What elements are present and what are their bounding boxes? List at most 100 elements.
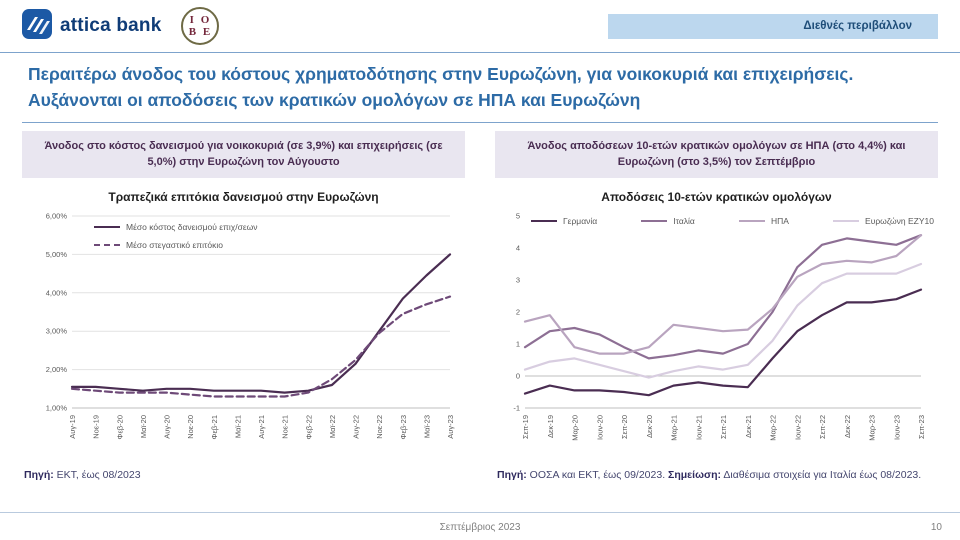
x-tick-label: Νοε-22 [375,415,384,439]
legend-label: Ιταλία [673,216,695,226]
y-tick-label: 2,00% [46,365,68,374]
x-tick-label: Ιουν-22 [793,415,802,440]
legend-item: Γερμανία [531,216,597,226]
x-tick-label: Φεβ-21 [210,415,219,439]
legend-line-swatch [94,226,120,228]
x-tick-label: Μαρ-23 [868,415,877,441]
series-line [523,234,923,355]
x-tick-label: Αυγ-22 [352,415,361,439]
y-tick-label: 4 [516,244,520,253]
x-tick-label: Αυγ-20 [163,415,172,439]
title-divider [22,122,938,123]
y-tick-label: 0 [516,372,520,381]
legend-label: ΗΠΑ [770,216,789,226]
y-tick-label: -1 [513,404,520,413]
legend-item: Μέσο στεγαστικό επιτόκιο [94,240,258,250]
note-label: Σημείωση: [668,469,722,481]
right-panel: Άνοδος αποδόσεων 10-ετών κρατικών ομολόγ… [495,131,938,483]
left-source: Πηγή: ΕΚΤ, έως 08/2023 [22,468,465,483]
page-number: 10 [930,522,942,533]
series-line [70,253,452,394]
x-tick-label: Σεπ-23 [917,415,926,439]
legend-item: Ιταλία [641,216,695,226]
legend-label: Μέσο κόστος δανεισμού επιχ/σεων [126,222,258,232]
lending-rates-plot: 6,00% 5,00% 4,00% 3,00% 2,00% 1,00%Αυγ-19 Νοε-… [46,212,455,440]
header-divider [0,52,960,53]
attica-bank-wordmark: attica bank [60,15,162,36]
y-tick-label: 4,00% [46,288,68,297]
x-tick-label: Ιουν-20 [595,415,604,440]
y-tick-label: 5,00% [46,250,68,259]
y-tick-label: 5 [516,212,520,221]
iobe-logo: I O B E [181,7,220,45]
source-label: Πηγή: [24,469,54,481]
lending-rates-chart: Μέσο κόστος δανεισμού επιχ/σεων Μέσο στεγ… [22,206,465,454]
legend-label: Μέσο στεγαστικό επιτόκιο [126,240,223,250]
x-tick-label: Αυγ-19 [68,415,77,439]
legend-label: Γερμανία [563,216,598,226]
x-tick-label: Φεβ-23 [399,415,408,439]
legend-line-swatch [738,220,765,222]
x-tick-label: Αυγ-21 [257,415,266,439]
footer-date: Σεπτέμβριος 2023 [439,522,521,533]
x-tick-label: Νοε-19 [92,415,101,439]
x-tick-label: Ιουν-23 [892,415,901,440]
x-tick-label: Μαϊ-22 [328,415,337,438]
x-tick-label: Δεκ-22 [843,415,852,438]
lending-rates-legend: Μέσο κόστος δανεισμού επιχ/σεων Μέσο στεγ… [94,222,258,250]
x-tick-label: Μαρ-22 [769,415,778,441]
x-tick-label: Μαϊ-20 [139,415,148,438]
iobe-logo-top: I O [189,13,212,26]
x-tick-label: Μαϊ-23 [422,415,431,438]
series-line [70,295,452,398]
x-tick-label: Δεκ-21 [744,415,753,438]
y-tick-label: 1 [516,340,520,349]
x-tick-label: Νοε-20 [186,415,195,439]
slide-title: Περαιτέρω άνοδος του κόστους χρηματοδότη… [28,64,854,111]
x-tick-label: Σεπ-19 [521,415,530,439]
legend-line-swatch [833,220,860,222]
x-tick-label: Αυγ-23 [446,415,455,439]
footer-divider [0,512,960,513]
x-tick-label: Δεκ-20 [645,415,654,438]
x-tick-label: Σεπ-21 [719,415,728,439]
legend-item: Ευρωζώνη ΕΖΥ10 [833,216,934,226]
right-callout: Άνοδος αποδόσεων 10-ετών κρατικών ομολόγ… [495,131,938,178]
logos: attica bank I O B E [22,7,220,45]
y-tick-label: 6,00% [46,212,68,221]
legend-line-swatch [94,244,120,246]
series-line [523,262,923,379]
right-source: Πηγή: ΟΟΣΑ και ΕΚΤ, έως 09/2023. Σημείωσ… [495,468,938,483]
x-tick-label: Νοε-21 [281,415,290,439]
legend-line-swatch [531,220,557,222]
source-text: ΕΚΤ, έως 08/2023 [53,469,141,481]
right-chart-title: Αποδόσεις 10-ετών κρατικών ομολόγων [601,190,832,204]
left-callout: Άνοδος στο κόστος δανεισμού για νοικοκυρ… [22,131,465,178]
legend-label: Ευρωζώνη ΕΖΥ10 [865,216,934,226]
x-tick-label: Ιουν-21 [694,415,703,440]
note-text: Διαθέσιμα στοιχεία για Ιταλία έως 08/202… [721,469,922,481]
x-tick-label: Μαϊ-21 [233,415,242,438]
attica-bank-logo: attica bank [22,8,162,44]
y-tick-label: 3 [516,276,520,285]
x-tick-label: Φεβ-22 [304,415,313,439]
x-tick-label: Σεπ-20 [620,415,629,439]
series-line [523,288,923,397]
source-label: Πηγή: [497,469,527,481]
attica-bank-logo-icon [22,8,52,44]
legend-item: Μέσο κόστος δανεισμού επιχ/σεων [94,222,258,232]
left-chart-title: Τραπεζικά επιτόκια δανεισμού στην Ευρωζώ… [108,190,379,204]
left-panel: Άνοδος στο κόστος δανεισμού για νοικοκυρ… [22,131,465,483]
bond-yields-legend: Γερμανία Ιταλία ΗΠΑ Ευρωζώνη ΕΖΥ10 [531,216,934,226]
series-line [523,234,923,360]
x-tick-label: Φεβ-20 [115,415,124,439]
x-tick-label: Μαρ-21 [670,415,679,441]
y-tick-label: 2 [516,308,520,317]
y-tick-label: 3,00% [46,327,68,336]
header: attica bank I O B E Διεθνές περιβάλλον [0,0,960,52]
source-text: ΟΟΣΑ και ΕΚΤ, έως 09/2023. [526,469,669,481]
x-tick-label: Μαρ-20 [571,415,580,441]
content-columns: Άνοδος στο κόστος δανεισμού για νοικοκυρ… [22,131,938,483]
